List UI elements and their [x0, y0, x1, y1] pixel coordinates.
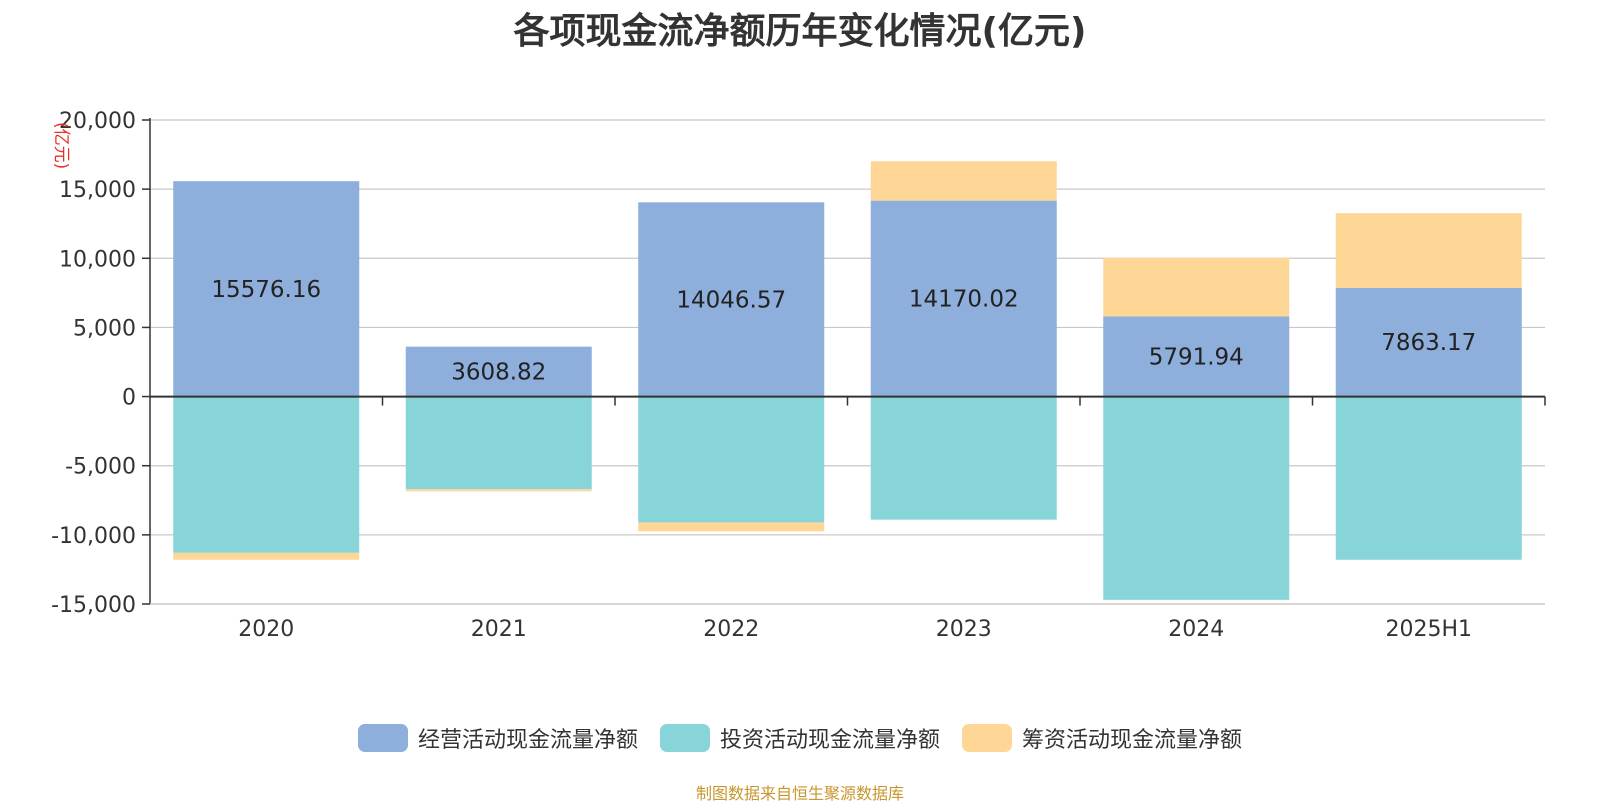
y-tick-label: 20,000 [59, 109, 136, 134]
bar-financing [1335, 213, 1522, 288]
bar-financing [405, 489, 592, 492]
legend-label-investing: 投资活动现金流量净额 [719, 728, 940, 753]
legend-label-operating: 经营活动现金流量净额 [417, 728, 638, 753]
x-tick-label: 2023 [936, 617, 992, 642]
source-note: 制图数据来自恒生聚源数据库 [695, 784, 904, 803]
x-tick-label: 2022 [703, 617, 759, 642]
bar-operating [638, 202, 825, 397]
bar-financing [173, 552, 360, 560]
legend: 经营活动现金流量净额 投资活动现金流量净额 筹资活动现金流量净额 [0, 722, 1600, 754]
chart-title: 各项现金流净额历年变化情况(亿元) [513, 11, 1087, 52]
bar-operating [1103, 316, 1290, 397]
y-tick-label: 0 [122, 386, 136, 411]
bar-operating [870, 200, 1057, 397]
x-tick-label: 2021 [471, 617, 527, 642]
y-tick-label: -5,000 [65, 455, 136, 480]
data-label-operating: 15576.16 [211, 277, 321, 303]
bar-operating [1335, 287, 1522, 397]
bar-financing [870, 161, 1057, 201]
bar-investing [1335, 396, 1522, 560]
y-tick-label: -10,000 [51, 524, 136, 549]
data-label-operating: 14046.57 [676, 287, 786, 313]
y-tick-label: 15,000 [59, 178, 136, 203]
bar-investing [638, 396, 825, 523]
y-tick-label: -15,000 [51, 593, 136, 618]
bar-operating [173, 181, 360, 397]
bar-financing [638, 522, 825, 532]
y-tick-label: 10,000 [59, 247, 136, 272]
legend-item-operating[interactable]: 经营活动现金流量净额 [357, 722, 638, 754]
legend-item-investing[interactable]: 投资活动现金流量净额 [659, 722, 940, 754]
y-tick-label: 5,000 [73, 316, 136, 341]
y-axis-unit-label: (亿元) [51, 122, 71, 170]
bar-investing [173, 396, 360, 553]
x-tick-label: 2025H1 [1385, 617, 1472, 642]
legend-label-financing: 筹资活动现金流量净额 [1022, 728, 1243, 753]
data-label-operating: 7863.17 [1381, 330, 1476, 356]
x-tick-label: 2020 [238, 617, 294, 642]
bar-financing [1103, 257, 1290, 317]
data-label-operating: 3608.82 [451, 360, 546, 386]
data-label-operating: 5791.94 [1149, 345, 1244, 371]
legend-swatch-investing [659, 724, 710, 752]
legend-swatch-operating [357, 724, 408, 752]
legend-item-financing[interactable]: 筹资活动现金流量净额 [962, 722, 1242, 754]
bar-investing [1103, 396, 1290, 600]
legend-swatch-financing [962, 724, 1012, 752]
x-tick-label: 2024 [1168, 617, 1224, 642]
data-label-operating: 14170.02 [909, 287, 1019, 313]
bar-investing [405, 396, 592, 490]
bar-investing [870, 396, 1057, 520]
bar-operating [405, 346, 592, 397]
